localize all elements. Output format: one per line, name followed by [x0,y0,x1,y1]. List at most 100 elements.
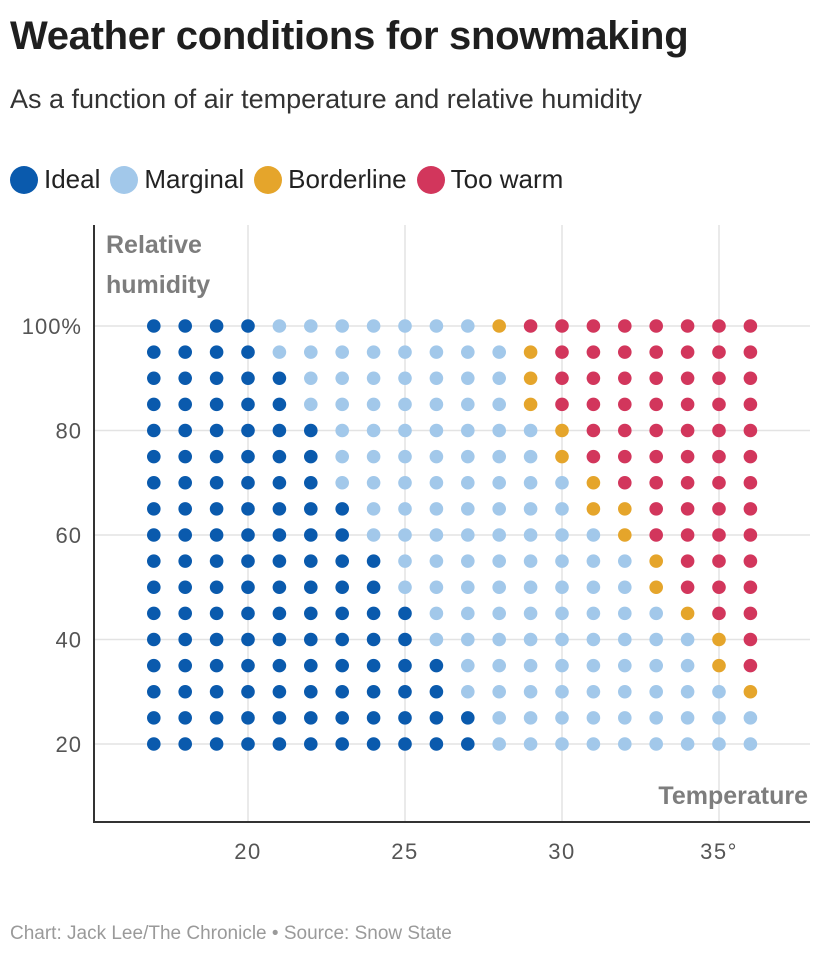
data-point-marginal [492,554,507,568]
data-point-ideal [272,684,287,699]
data-point-ideal [209,449,224,464]
x-axis-ticks: 20 25 30 35° [234,839,738,860]
data-point-too-warm [712,371,726,386]
data-point-ideal [209,554,224,568]
data-point-marginal [618,580,632,595]
data-point-marginal [618,711,632,725]
data-point-marginal [304,371,318,386]
legend-swatch-ideal [10,165,38,194]
data-point-marginal [429,345,444,359]
data-point-marginal [555,658,569,673]
data-point-too-warm [743,397,758,412]
data-point-marginal [586,737,601,751]
data-point-too-warm [743,475,758,490]
data-point-ideal [209,684,224,699]
data-point-marginal [712,684,726,699]
data-point-marginal [461,554,475,568]
x-tick-label: 35° [700,839,738,860]
data-point-too-warm [618,397,632,412]
data-point-marginal [523,632,538,647]
data-point-too-warm [680,371,695,386]
chart-plot: 20 40 60 80 100% 20 25 30 35° Relative humidity… [22,225,810,860]
data-point-ideal [241,554,255,568]
data-point-ideal [178,475,192,490]
data-point-ideal [241,606,255,621]
data-point-too-warm [555,345,569,359]
legend-item-marginal: Marginal [110,164,244,195]
data-point-marginal [492,397,507,412]
data-point-borderline [680,606,695,621]
data-point-marginal [461,345,475,359]
data-point-ideal [304,502,318,516]
data-point-marginal [429,423,444,438]
data-point-ideal [304,606,318,621]
data-point-too-warm [712,397,726,412]
data-point-ideal [366,684,381,699]
data-point-marginal [618,737,632,751]
data-point-marginal [335,319,350,333]
data-point-marginal [618,684,632,699]
data-point-ideal [335,658,350,673]
data-point-marginal [304,397,318,412]
data-point-ideal [304,658,318,673]
data-point-marginal [586,528,601,542]
data-point-marginal [492,502,507,516]
x-tick-label: 20 [234,839,261,860]
data-point-too-warm [743,449,758,464]
chart-title: Weather conditions for snowmaking [10,14,689,58]
data-point-ideal [304,580,318,595]
data-point-too-warm [712,606,726,621]
data-point-ideal [398,632,412,647]
data-point-ideal [147,319,161,333]
data-point-marginal [429,528,444,542]
data-point-marginal [649,737,663,751]
data-point-ideal [147,711,161,725]
data-point-borderline [618,528,632,542]
data-point-too-warm [712,502,726,516]
data-point-marginal [335,475,350,490]
data-point-ideal [398,711,412,725]
legend-item-too-warm: Too warm [416,164,563,195]
data-point-too-warm [586,319,601,333]
x-tick-label: 25 [391,839,418,860]
data-point-ideal [178,711,192,725]
data-point-marginal [461,580,475,595]
data-point-ideal [147,528,161,542]
data-point-ideal [304,632,318,647]
data-point-marginal [618,632,632,647]
data-point-ideal [147,606,161,621]
data-point-ideal [304,528,318,542]
data-point-ideal [304,684,318,699]
data-point-too-warm [680,475,695,490]
data-point-ideal [398,606,412,621]
legend-swatch-borderline [254,165,283,194]
data-point-borderline [743,684,758,699]
data-point-ideal [147,658,161,673]
y-tick-label: 20 [56,732,82,757]
data-point-ideal [272,397,287,412]
data-point-too-warm [649,371,663,386]
data-point-marginal [492,711,507,725]
data-point-too-warm [586,449,601,464]
data-point-ideal [178,397,192,412]
data-point-too-warm [680,345,695,359]
y-tick-label: 40 [56,628,82,653]
data-point-marginal [523,580,538,595]
data-point-ideal [335,554,350,568]
data-point-marginal [366,475,381,490]
data-point-too-warm [680,397,695,412]
data-point-ideal [209,371,224,386]
legend-item-borderline: Borderline [254,164,407,195]
data-point-marginal [586,711,601,725]
data-point-too-warm [712,345,726,359]
data-point-too-warm [680,502,695,516]
data-point-ideal [366,606,381,621]
data-point-marginal [461,423,475,438]
data-point-too-warm [523,319,538,333]
data-point-ideal [178,371,192,386]
data-point-marginal [523,528,538,542]
data-point-ideal [335,502,350,516]
data-point-ideal [178,684,192,699]
data-point-borderline [492,319,507,333]
data-point-ideal [429,737,444,751]
